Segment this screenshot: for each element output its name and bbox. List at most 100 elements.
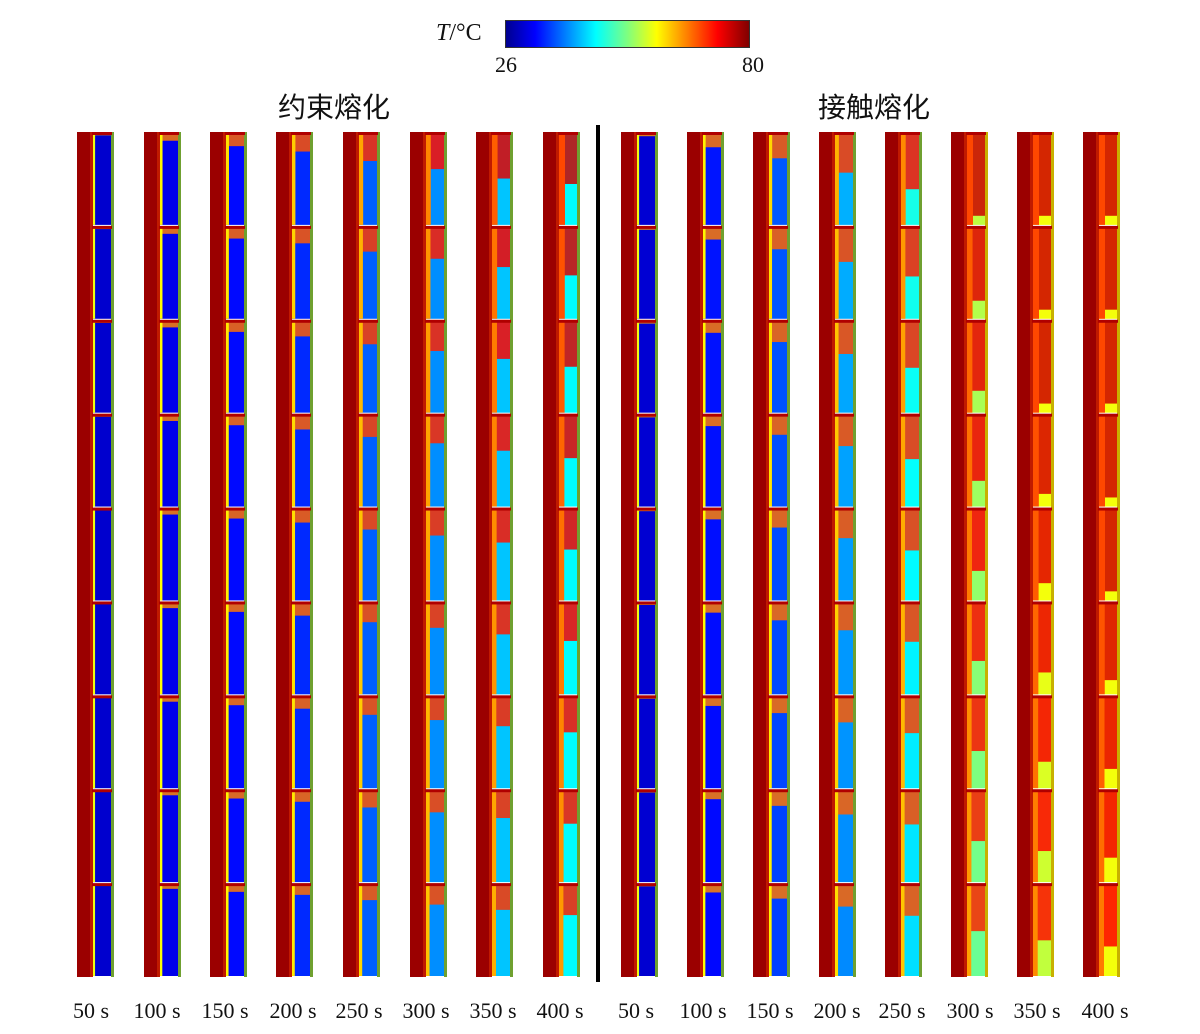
pcm-cell [160,697,178,789]
time-label: 300 s [402,998,450,1023]
wall-melt-layer [226,321,229,413]
outer-wall [1051,132,1054,977]
wall-edge [1096,132,1099,977]
fin [92,319,112,323]
wall-melt-layer [359,321,363,413]
wall-melt-layer [835,697,839,789]
melt-region [559,885,577,916]
pcm-cell [93,134,111,225]
pcm-cell [637,603,655,695]
fin [834,507,854,511]
melt-region [703,885,721,893]
wall-melt-layer [1033,134,1039,225]
fin [491,225,511,229]
wall-melt-layer [967,791,972,883]
outer-wall [444,132,447,977]
wall-melt-layer [559,134,565,225]
wall-melt-layer [1099,697,1105,789]
heated-wall [951,132,966,977]
wall-melt-layer [359,415,363,507]
melt-region [426,697,444,721]
fin [768,601,788,605]
fin [358,695,378,699]
fin [558,695,578,699]
fin [966,789,986,793]
wall-melt-layer [226,603,229,695]
fin [225,695,245,699]
melt-region [226,603,244,612]
pcm-cell [226,885,244,976]
wall-melt-layer [226,227,229,319]
pcm-cell [160,415,178,507]
fin [900,132,920,135]
wall-melt-layer [1033,321,1039,413]
outer-wall [377,132,380,977]
fin [702,789,722,793]
wall-melt-layer [226,134,229,225]
heated-wall [77,132,92,977]
melt-region [426,885,444,905]
pcm-cell [359,791,377,883]
fin [702,883,722,887]
melt-region [835,227,853,262]
wall-edge [489,132,492,977]
wall-melt-layer [703,321,706,413]
wall-melt-layer [637,791,640,883]
wall-melt-layer [703,509,706,601]
pcm-cell [637,227,655,319]
fin [966,413,986,417]
pcm-cell [426,791,444,883]
fin [900,789,920,793]
column-field [476,132,513,977]
fin [425,319,445,323]
fin [558,883,578,887]
pcm-cell [769,885,787,976]
wall-melt-layer [93,415,96,507]
pcm-cell [769,321,787,413]
fin [358,225,378,229]
temperature-column [621,132,658,977]
pcm-cell [226,134,244,225]
melt-region [160,697,178,702]
wall-melt-layer [967,603,972,695]
pcm-cell [769,415,787,507]
temperature-column [144,132,181,977]
wall-melt-layer [769,603,772,695]
wall-melt-layer [1033,415,1039,507]
fin [425,601,445,605]
wall-melt-layer [1099,227,1105,319]
wall-melt-layer [426,509,431,601]
wall-melt-layer [967,415,973,507]
wall-melt-layer [835,885,839,976]
column-field [951,132,988,977]
outer-wall [985,132,988,977]
wall-melt-layer [703,603,706,695]
fin [225,132,245,135]
wall-edge [634,132,637,977]
wall-melt-layer [703,697,706,789]
fin [291,413,311,417]
wall-melt-layer [292,227,296,319]
melt-region [292,227,310,244]
group-divider [596,125,600,982]
fin [291,789,311,793]
wall-melt-layer [1099,885,1104,976]
temperature-column [1083,132,1120,977]
wall-melt-layer [769,321,772,413]
pcm-cell [835,885,853,976]
pcm-cell [226,603,244,695]
melt-region [967,791,985,842]
melt-region [426,509,444,536]
wall-melt-layer [492,321,497,413]
fin [159,601,179,605]
melt-region [835,415,853,447]
melt-region [835,791,853,815]
pcm-cell [93,321,111,413]
column-field [885,132,922,977]
column-field [543,132,580,977]
pcm-cell [292,321,310,413]
wall-melt-layer [359,697,363,789]
wall-melt-layer [160,885,163,976]
fin [1098,883,1118,887]
melt-region [359,227,377,252]
